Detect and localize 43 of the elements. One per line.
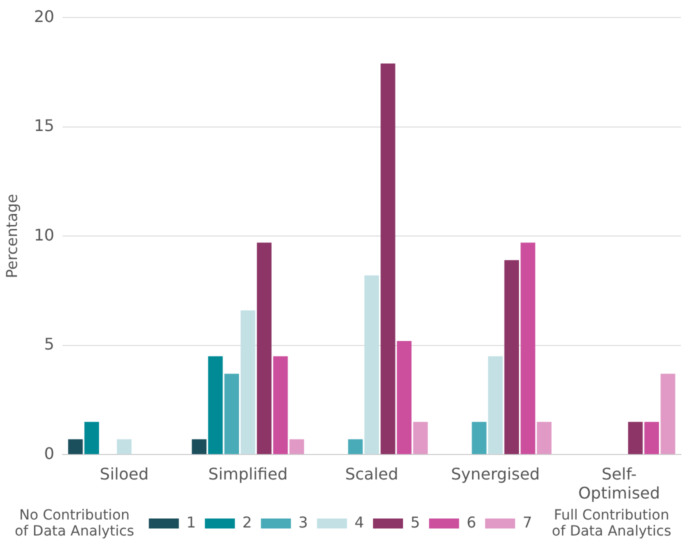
text: No Contribution of Data Analytics <box>14 508 134 540</box>
bar <box>472 422 486 454</box>
bar <box>240 310 256 454</box>
bar <box>68 439 83 454</box>
legend-label: 4 <box>354 513 364 532</box>
text: Full Contribution of Data Analytics <box>552 508 672 540</box>
y-tick-label: 15 <box>34 116 54 136</box>
x-tick-label: Siloed <box>100 464 149 484</box>
bar <box>192 439 206 454</box>
legend-label: 2 <box>242 513 252 532</box>
bar <box>380 63 396 454</box>
bar <box>644 422 659 454</box>
bar <box>256 242 272 454</box>
bar <box>396 340 412 454</box>
legend-label: 7 <box>522 513 532 532</box>
legend-label: 3 <box>298 513 308 532</box>
legend-label: 5 <box>410 513 420 532</box>
bar <box>364 275 379 454</box>
x-tick-label: Simplified <box>208 464 288 484</box>
bar <box>628 422 643 454</box>
legend-label: 6 <box>466 513 476 532</box>
bar <box>413 422 428 454</box>
x-tick-label: Self-Optimised <box>578 464 660 503</box>
bar <box>488 356 503 454</box>
bar <box>504 260 519 454</box>
bar <box>208 356 223 454</box>
y-tick-label: 20 <box>34 6 54 26</box>
bar <box>520 242 536 454</box>
bar <box>289 439 304 454</box>
bar <box>660 374 676 454</box>
x-tick-label: Scaled <box>345 464 398 484</box>
legend-label: 1 <box>186 513 196 532</box>
y-axis-title: Percentage <box>2 194 21 278</box>
y-tick-label: 0 <box>44 444 54 463</box>
y-tick-label: 10 <box>34 225 54 244</box>
x-tick-label: Synergised <box>450 464 540 484</box>
bar <box>84 422 100 454</box>
bar <box>224 374 240 454</box>
bar <box>273 356 288 454</box>
bar <box>116 439 132 454</box>
y-tick-label: 5 <box>44 334 54 354</box>
bar <box>536 422 552 454</box>
bar <box>348 439 363 454</box>
